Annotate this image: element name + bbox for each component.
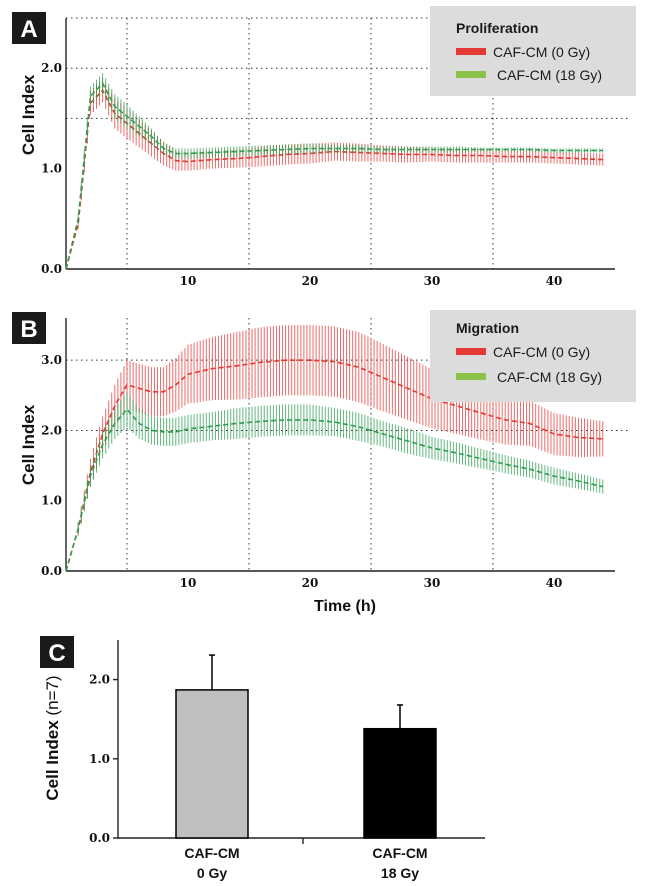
panel-a-y-tick-label: 0.0	[41, 262, 62, 276]
panel-a-y-tick-label: 2.0	[41, 61, 62, 75]
panel-b-legend-box	[430, 310, 636, 402]
panel-b-legend-title: Migration	[456, 320, 519, 336]
panel-b-plot: 10 20 30 40 0.0 1.0 2.0 3.0	[41, 318, 629, 590]
panel-c-y-tick-label: 0.0	[89, 831, 110, 845]
panel-c-bar-0	[175, 689, 249, 839]
panel-b-legend: Migration CAF-CM (0 Gy) CAF-CM (18 Gy)	[430, 310, 636, 402]
panel-b-x-tick-label: 10	[180, 576, 197, 590]
panel-c-category-label-0: 0 Gy	[197, 865, 228, 881]
panel-a-x-tick-label: 20	[302, 274, 319, 288]
panel-c-y-axis-label-main: Cell Index	[43, 720, 62, 801]
panel-b-y-tick-label: 1.0	[41, 494, 62, 508]
panel-b-green-mean-line	[65, 408, 603, 572]
panel-a-green-mean-line	[65, 81, 603, 270]
panel-a-legend-label-18gy: CAF-CM (18 Gy)	[497, 67, 602, 83]
panel-a: A Cell Index 10 20 30 40 0.0 1.0 2.0 Prolifera…	[12, 6, 636, 288]
panel-a-y-axis-label: Cell Index	[19, 74, 38, 155]
panel-c-y-axis-label-unit: (n=7)	[43, 675, 62, 715]
panel-c-badge	[40, 636, 74, 668]
panel-c-badge-label: C	[48, 640, 65, 667]
panel-b-legend-label-18gy: CAF-CM (18 Gy)	[497, 369, 602, 385]
panel-b-x-tick-label: 20	[302, 576, 319, 590]
panel-b-series-green	[65, 391, 604, 572]
panel-c-category-label-1: 18 Gy	[381, 865, 419, 881]
panel-a-badge-label: A	[20, 16, 37, 43]
panel-a-x-tick-label: 40	[546, 274, 563, 288]
panel-b-y-tick-label: 2.0	[41, 423, 62, 437]
panel-b-y-tick-label: 3.0	[41, 353, 62, 367]
panel-b-series-red	[65, 325, 604, 572]
panel-b-x-tick-label: 40	[546, 576, 563, 590]
panel-a-red-mean-line	[65, 88, 603, 270]
panel-b-y-tick-label: 0.0	[41, 564, 62, 578]
panel-b-x-tick-label: 30	[424, 576, 441, 590]
panel-c-bar-1	[363, 727, 437, 839]
panel-c-category-label-0: CAF-CM	[184, 845, 239, 861]
panel-b-badge	[12, 312, 46, 344]
panel-c: C Cell Index (n=7) 0.0 1.0 2.0 CAF-CM 0 Gy CA…	[40, 636, 485, 881]
panel-c-y-axis-label: Cell Index (n=7)	[43, 675, 62, 800]
panel-b: B Cell Index Time (h) 10 20 30 40 0.0 1.0 2.0 3…	[12, 310, 636, 615]
panel-a-badge	[12, 12, 46, 44]
panel-b-x-axis-label: Time (h)	[314, 598, 376, 615]
panel-a-legend: Proliferation CAF-CM (0 Gy) CAF-CM (18 G…	[430, 6, 636, 96]
panel-b-y-axis-label: Cell Index	[19, 404, 38, 485]
panel-a-legend-swatch-0gy	[456, 48, 486, 55]
panel-a-x-tick-label: 10	[180, 274, 197, 288]
panel-c-plot: 0.0 1.0 2.0 CAF-CM 0 Gy CAF-CM 18 Gy	[89, 640, 485, 881]
panel-a-plot: 10 20 30 40 0.0 1.0 2.0	[41, 17, 629, 288]
panel-c-category-label-1: CAF-CM	[372, 845, 427, 861]
panel-a-y-tick-label: 1.0	[41, 162, 62, 176]
panel-b-red-mean-line	[65, 359, 603, 572]
panel-b-badge-label: B	[20, 316, 37, 343]
panel-a-x-tick-label: 30	[424, 274, 441, 288]
panel-a-legend-label-0gy: CAF-CM (0 Gy)	[493, 44, 590, 60]
panel-b-legend-label-0gy: CAF-CM (0 Gy)	[493, 344, 590, 360]
panel-b-legend-swatch-18gy	[456, 373, 486, 380]
panel-a-legend-title: Proliferation	[456, 20, 538, 36]
panel-c-y-tick-label: 2.0	[89, 673, 110, 687]
panel-b-legend-swatch-0gy	[456, 348, 486, 355]
panel-c-y-tick-label: 1.0	[89, 752, 110, 766]
panel-a-series-green	[65, 73, 604, 270]
panel-a-legend-swatch-18gy	[456, 71, 486, 78]
panel-a-series-red	[65, 78, 604, 270]
